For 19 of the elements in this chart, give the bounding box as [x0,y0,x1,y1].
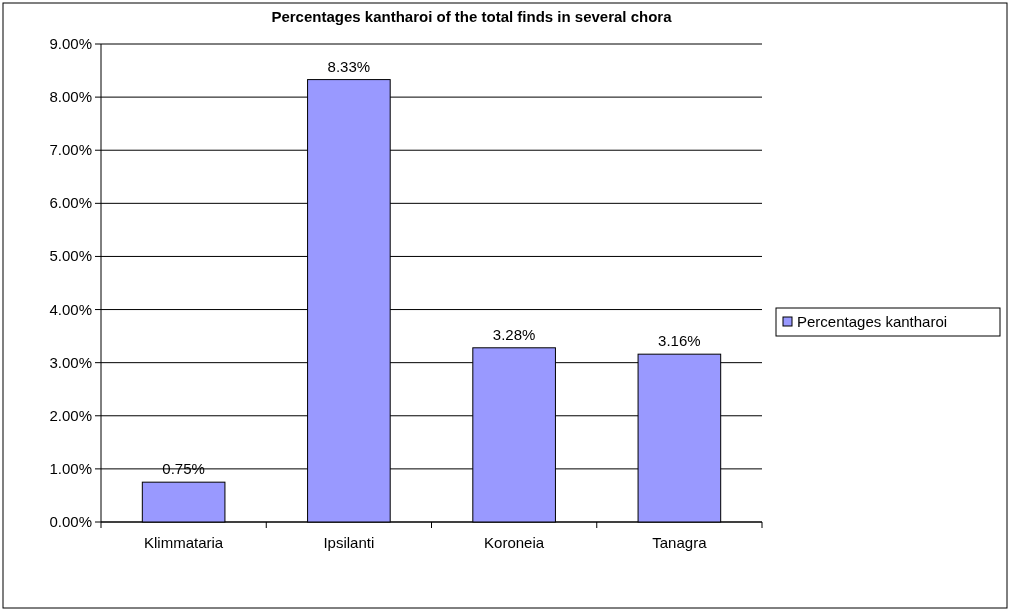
y-tick-label: 2.00% [49,406,92,424]
x-tick-label: Ipsilanti [323,534,375,551]
legend-label: Percentages kantharoi [797,313,948,330]
x-tick-label: Tanagra [652,534,708,551]
y-tick-label: 6.00% [49,194,92,212]
y-tick-label: 3.00% [49,353,92,371]
y-tick-label: 7.00% [49,141,92,159]
data-label: 3.16% [658,332,701,350]
y-tick-label: 1.00% [49,459,92,477]
x-tick-label: Klimmataria [144,534,224,551]
data-label: 8.33% [327,57,371,75]
y-tick-label: 5.00% [49,247,92,265]
y-tick-label: 0.00% [49,513,92,530]
y-tick-label: 8.00% [49,88,92,106]
data-label: 3.28% [492,325,536,343]
y-tick-label: 9.00% [49,35,92,52]
y-tick-label: 4.00% [49,300,92,318]
x-tick-label: Koroneia [484,534,545,551]
chart-title: Percentages kantharoi of the total finds in several chora [271,8,673,25]
